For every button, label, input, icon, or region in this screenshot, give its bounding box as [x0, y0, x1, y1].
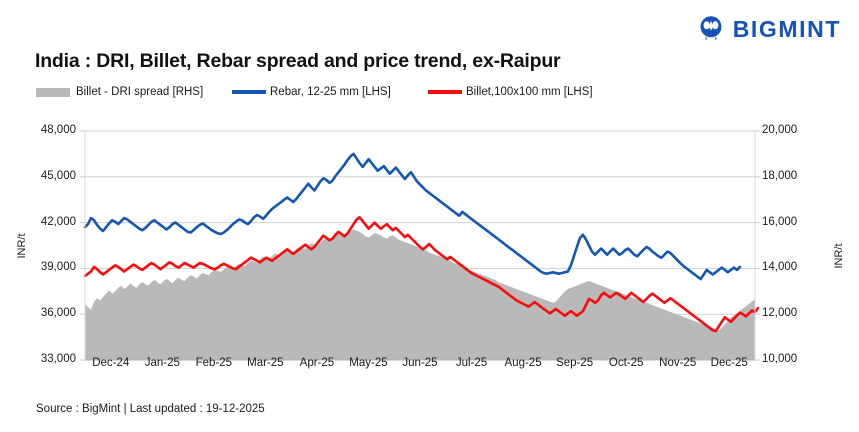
source-note: Source : BigMint | Last updated : 19-12-… [36, 403, 265, 415]
brand-logo: BIGMINT [696, 14, 841, 44]
price-trend-chart: INR/t INR/t 33,000 36,000 39,000 42,000 45,0… [0, 112, 859, 374]
x-axis-tick: Jan-25 [144, 357, 180, 369]
y-axis-right-tick: 12,000 [762, 307, 798, 320]
x-axis-tick: May-25 [349, 357, 388, 369]
bigmint-droplet-icon [700, 16, 722, 41]
x-axis-tick: Mar-25 [247, 357, 284, 369]
y-axis-left-tick: 39,000 [40, 261, 76, 274]
chart-legend: Billet - DRI spread [RHS] Rebar, 12-25 m… [36, 86, 593, 98]
legend-swatch-area-icon [36, 87, 70, 97]
y-axis-left-tick: 42,000 [40, 215, 76, 228]
legend-item-spread[interactable]: Billet - DRI spread [RHS] [36, 86, 232, 98]
y-axis-left-tick: 48,000 [40, 124, 76, 136]
legend-item-billet[interactable]: Billet,100x100 mm [LHS] [428, 86, 593, 98]
brand-name: BIGMINT [732, 15, 841, 42]
plot-area [80, 130, 760, 361]
legend-label: Rebar, 12-25 mm [LHS] [270, 86, 391, 98]
x-axis-tick: Feb-25 [195, 357, 233, 369]
x-axis-tick: Oct-25 [608, 357, 644, 369]
y-axis-right-tick: 16,000 [762, 215, 798, 228]
x-axis-tick: Sep-25 [556, 357, 594, 369]
x-axis-tick: Jun-25 [402, 357, 438, 369]
y-axis-left-tick: 45,000 [40, 169, 76, 182]
legend-label: Billet,100x100 mm [LHS] [466, 86, 593, 98]
x-axis-tick: Aug-25 [504, 357, 542, 369]
x-axis-tick: Nov-25 [659, 357, 697, 369]
x-axis-tick: Apr-25 [299, 357, 335, 369]
y-axis-left-tick: 36,000 [40, 307, 76, 320]
page-title: India : DRI, Billet, Rebar spread and pr… [35, 50, 561, 72]
y-axis-left-tick: 33,000 [40, 353, 76, 365]
x-axis-tick: Dec-24 [92, 357, 130, 369]
legend-label: Billet - DRI spread [RHS] [76, 86, 204, 98]
legend-swatch-line-icon [428, 90, 462, 94]
legend-swatch-line-icon [232, 90, 266, 94]
legend-item-rebar[interactable]: Rebar, 12-25 mm [LHS] [232, 86, 428, 98]
x-axis-tick: Jul-25 [455, 357, 488, 369]
y-axis-right-tick: 20,000 [762, 124, 798, 136]
y-axis-right-tick: 10,000 [762, 353, 798, 365]
y-axis-right-tick: 18,000 [762, 169, 798, 182]
y-axis-right-tick: 14,000 [762, 261, 798, 274]
x-axis-tick: Dec-25 [710, 357, 748, 369]
